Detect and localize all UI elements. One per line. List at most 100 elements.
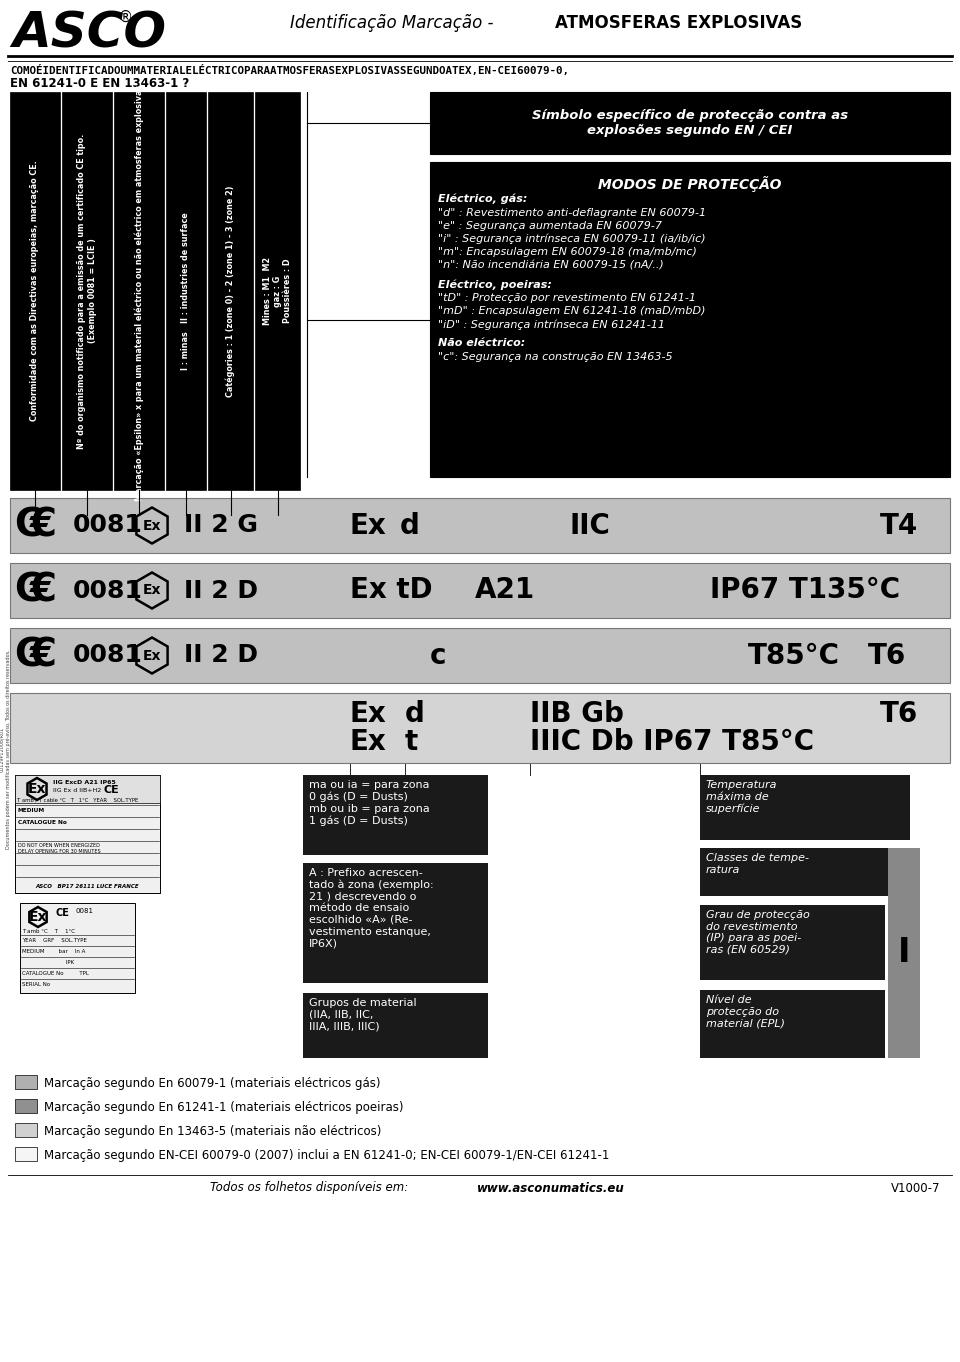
Bar — [255, 93, 300, 490]
Bar — [303, 93, 307, 490]
Text: Marcação segundo En 13463-5 (materiais não eléctricos): Marcação segundo En 13463-5 (materiais n… — [44, 1125, 381, 1139]
Text: "d" : Revestimento anti-deflagrante EN 60079-1: "d" : Revestimento anti-deflagrante EN 6… — [438, 208, 707, 218]
Text: Ex: Ex — [29, 910, 47, 923]
Bar — [166, 93, 206, 490]
Bar — [208, 93, 253, 490]
Text: Todos os folhetos disponíveis em:: Todos os folhetos disponíveis em: — [210, 1181, 412, 1194]
Text: ®: ® — [118, 10, 133, 25]
Text: Marcação «Epsilon» x para um material eléctrico ou não eléctrico em atmosferas e: Marcação «Epsilon» x para um material el… — [134, 82, 144, 501]
Text: Ex: Ex — [350, 700, 387, 729]
Text: c: c — [430, 642, 446, 670]
Text: IIB Gb: IIB Gb — [530, 700, 624, 729]
Text: II 2 G: II 2 G — [184, 513, 258, 538]
Text: IIC: IIC — [570, 512, 611, 539]
Text: Marcação segundo EN-CEI 60079-0 (2007) inclui a EN 61241-0; EN-CEI 60079-1/EN-CE: Marcação segundo EN-CEI 60079-0 (2007) i… — [44, 1150, 610, 1162]
Text: 0081: 0081 — [75, 908, 93, 914]
Bar — [700, 775, 910, 840]
Text: €: € — [31, 507, 58, 545]
Text: A21: A21 — [475, 576, 535, 605]
Text: T4: T4 — [880, 512, 919, 539]
Bar — [303, 775, 488, 855]
Text: Nível de
protecção do
material (EPL): Nível de protecção do material (EPL) — [706, 996, 785, 1028]
Text: "iD" : Segurança intrínseca EN 61241-11: "iD" : Segurança intrínseca EN 61241-11 — [438, 319, 665, 330]
Bar — [15, 1075, 37, 1090]
Text: "tD" : Protecção por revestimento EN 61241-1: "tD" : Protecção por revestimento EN 612… — [438, 293, 696, 302]
Bar — [700, 849, 910, 896]
Text: CATALOGUE No: CATALOGUE No — [18, 820, 67, 825]
Text: I : minas   II : industries de surface: I : minas II : industries de surface — [181, 212, 190, 370]
Text: "c": Segurança na construção EN 13463-5: "c": Segurança na construção EN 13463-5 — [438, 351, 673, 362]
Bar — [15, 1147, 37, 1160]
Text: IIG ExcD A21 IP65: IIG ExcD A21 IP65 — [53, 780, 116, 785]
Text: Ex: Ex — [143, 519, 161, 533]
Text: "m": Encapsulagem EN 60079-18 (ma/mb/mc): "m": Encapsulagem EN 60079-18 (ma/mb/mc) — [438, 247, 697, 257]
Text: I: I — [898, 937, 910, 970]
Bar — [700, 990, 885, 1058]
Text: Nº do organismo notificado para a emissão de um certificado CE tipo.
(Exemplo 00: Nº do organismo notificado para a emissã… — [78, 133, 97, 448]
Text: CE: CE — [55, 908, 69, 918]
Bar — [10, 628, 950, 682]
Text: T85°C: T85°C — [748, 642, 840, 670]
Text: MEDIUM        bar    In A: MEDIUM bar In A — [22, 949, 85, 953]
Text: MEDIUM: MEDIUM — [18, 808, 45, 813]
Text: Ex: Ex — [350, 729, 387, 756]
Text: IIIC Db IP67 T85°C: IIIC Db IP67 T85°C — [530, 729, 814, 756]
Text: 0081: 0081 — [73, 579, 143, 602]
Text: C: C — [14, 572, 42, 610]
Text: C: C — [14, 507, 42, 545]
Text: d: d — [400, 512, 420, 539]
Bar — [430, 93, 950, 154]
Text: ma ou ia = para zona
0 gás (D = Dusts)
mb ou ib = para zona
1 gás (D = Dusts): ma ou ia = para zona 0 gás (D = Dusts) m… — [309, 780, 430, 825]
Bar — [10, 563, 950, 618]
Text: EN 61241-0 E EN 13463-1 ?: EN 61241-0 E EN 13463-1 ? — [10, 78, 189, 90]
Text: t: t — [405, 729, 419, 756]
Text: Catégories : 1 (zone 0) - 2 (zone 1) - 3 (zone 2): Catégories : 1 (zone 0) - 2 (zone 1) - 3… — [226, 185, 235, 396]
Text: DO NOT OPEN WHEN ENERGIZED
DELAY OPENING FOR 30 MINUTES: DO NOT OPEN WHEN ENERGIZED DELAY OPENING… — [18, 843, 101, 854]
Text: IIG Ex d IIB+H2: IIG Ex d IIB+H2 — [53, 789, 101, 793]
Text: COMOÉIDENTIFICADOUMMATERIALELÉCTRICOPARAATMOSFERASEXPLOSIVASSEGUNDOATEX,EN-CEI60: COMOÉIDENTIFICADOUMMATERIALELÉCTRICOPARA… — [10, 65, 569, 76]
Bar — [10, 693, 950, 763]
Bar — [15, 1099, 37, 1113]
Text: "e" : Segurança aumentada EN 60079-7: "e" : Segurança aumentada EN 60079-7 — [438, 221, 662, 232]
Text: Ex: Ex — [143, 583, 161, 598]
Text: Não eléctrico:: Não eléctrico: — [438, 338, 525, 349]
Text: Símbolo específico de protecção contra as
explosões segundo EN / CEI: Símbolo específico de protecção contra a… — [532, 109, 848, 138]
Text: "n": Não incendiária EN 60079-15 (nA/..): "n": Não incendiária EN 60079-15 (nA/..) — [438, 260, 663, 270]
Text: CE: CE — [103, 785, 119, 795]
Text: €: € — [31, 636, 58, 674]
Text: d: d — [405, 700, 425, 729]
Bar — [20, 903, 135, 993]
Text: www.asconumatics.eu: www.asconumatics.eu — [477, 1181, 625, 1194]
Bar — [303, 864, 488, 983]
Text: 00129P12008/R01
Documentos podem ser modificadas sem pré-aviso. Todos os direito: 00129P12008/R01 Documentos podem ser mod… — [0, 650, 11, 849]
Text: II 2 D: II 2 D — [184, 579, 258, 602]
Text: T amb °C    T    1°C: T amb °C T 1°C — [22, 929, 75, 934]
Bar — [10, 93, 60, 490]
Text: SERIAL No: SERIAL No — [22, 982, 50, 987]
Text: Eléctrico, gás:: Eléctrico, gás: — [438, 193, 527, 204]
Bar — [303, 993, 488, 1058]
Bar — [15, 1124, 37, 1137]
Text: €: € — [31, 572, 58, 610]
Text: Temperatura
máxima de
superfície: Temperatura máxima de superfície — [706, 780, 778, 814]
Text: Mines : M1  M2
gaz : G
Poussières : D: Mines : M1 M2 gaz : G Poussières : D — [263, 257, 293, 326]
Text: "mD" : Encapsulagem EN 61241-18 (maD/mbD): "mD" : Encapsulagem EN 61241-18 (maD/mbD… — [438, 306, 706, 316]
Text: Marcação segundo En 60079-1 (materiais eléctricos gás): Marcação segundo En 60079-1 (materiais e… — [44, 1077, 380, 1090]
Text: T6: T6 — [868, 642, 906, 670]
Text: ATMOSFERAS EXPLOSIVAS: ATMOSFERAS EXPLOSIVAS — [555, 14, 803, 31]
Text: Marcação segundo En 61241-1 (materiais eléctricos poeiras): Marcação segundo En 61241-1 (materiais e… — [44, 1100, 403, 1114]
Text: CATALOGUE No         TPL: CATALOGUE No TPL — [22, 971, 89, 977]
Bar — [430, 162, 950, 477]
Text: 0081: 0081 — [73, 513, 143, 538]
Text: Grupos de material
(IIA, IIB, IIC,
IIIA, IIIB, IIIC): Grupos de material (IIA, IIB, IIC, IIIA,… — [309, 998, 417, 1031]
Text: T6: T6 — [880, 700, 919, 729]
Text: Classes de tempe-
ratura: Classes de tempe- ratura — [706, 853, 809, 874]
Bar — [114, 93, 164, 490]
Text: A : Prefixo acrescen-
tado à zona (exemplo:
21 ) descrevendo o
método de ensaio
: A : Prefixo acrescen- tado à zona (exemp… — [309, 868, 434, 948]
Text: Ex tD: Ex tD — [350, 576, 433, 605]
Text: Identificação Marcação -: Identificação Marcação - — [290, 14, 499, 31]
Bar — [15, 775, 160, 893]
Bar — [888, 849, 920, 1058]
Text: Conformidade com as Directivas europeias, marcação CE.: Conformidade com as Directivas europeias… — [31, 161, 39, 421]
Text: Eléctrico, poeiras:: Eléctrico, poeiras: — [438, 279, 552, 290]
